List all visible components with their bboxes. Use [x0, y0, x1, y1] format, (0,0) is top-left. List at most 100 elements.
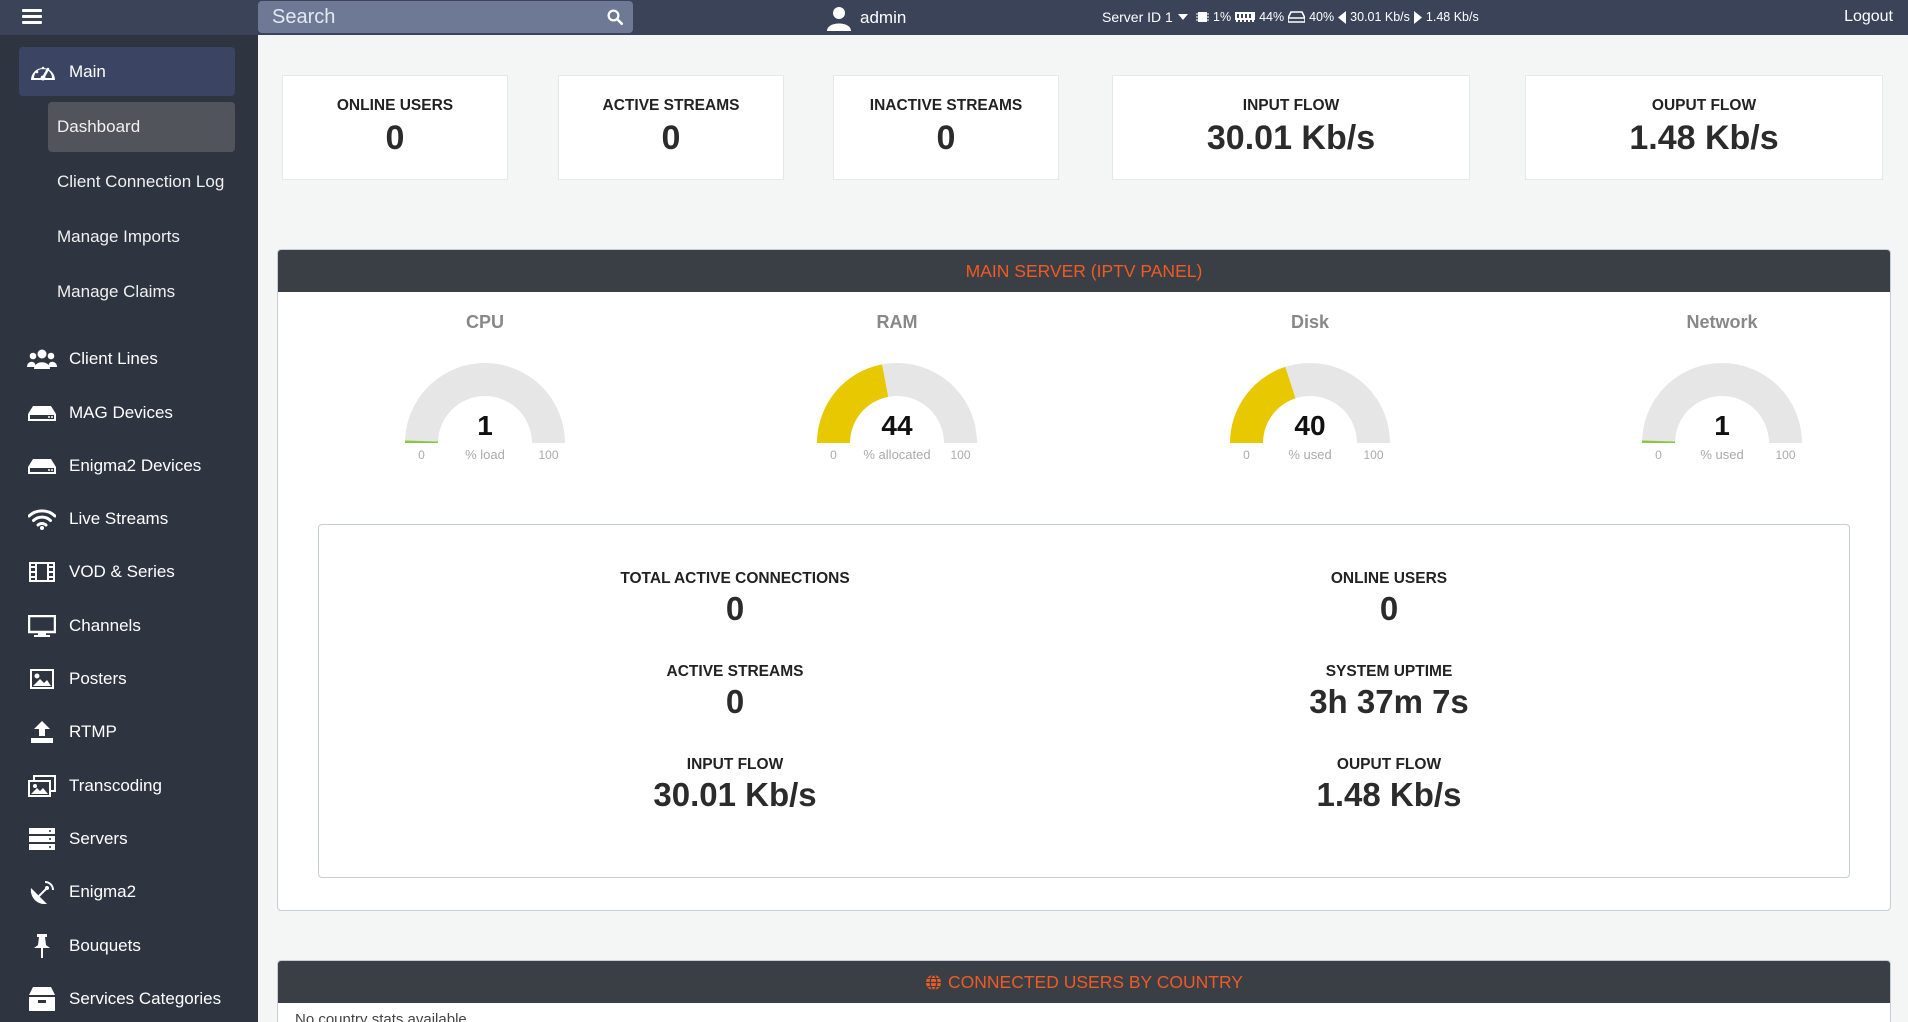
sidebar-item-bouquets[interactable]: Bouquets: [27, 926, 247, 966]
gauge-track: [405, 363, 565, 443]
film-icon: [27, 560, 57, 584]
metric-value: 30.01 Kb/s: [653, 776, 817, 813]
stat-card-online-users: ONLINE USERS 0: [282, 75, 508, 180]
sidebar-item-transcoding[interactable]: Transcoding: [27, 766, 247, 806]
stat-value: 30.01 Kb/s: [1206, 119, 1376, 157]
main-server-panel: MAIN SERVER (IPTV PANEL) CPU 1% load 0 100…: [277, 249, 1891, 911]
sidebar-subitem-manage-claims[interactable]: Manage Claims: [57, 282, 176, 301]
stat-card-inactive-streams: INACTIVE STREAMS 0: [833, 75, 1059, 180]
server-id-dropdown[interactable]: Server ID 1: [1102, 9, 1188, 25]
gauge-min: 0: [830, 448, 837, 462]
gauge-min: 0: [1243, 448, 1250, 462]
stat-card-active-streams: ACTIVE STREAMS 0: [558, 75, 784, 180]
metric-label: OUPUT FLOW: [1336, 756, 1442, 773]
logout-link[interactable]: Logout: [1844, 8, 1893, 25]
upload-icon: [27, 720, 57, 744]
stat-label: ACTIVE STREAMS: [602, 97, 740, 114]
user-name: admin: [860, 8, 907, 27]
gauge-chart: 44 % allocated 0 100: [817, 363, 977, 462]
gauge-unit: % load: [465, 447, 505, 462]
panel-title: MAIN SERVER (IPTV PANEL): [278, 250, 1890, 292]
satellite-icon: [27, 880, 57, 904]
sidebar-item-label: Servers: [69, 829, 128, 848]
metric-label: TOTAL ACTIVE CONNECTIONS: [620, 570, 850, 587]
sidebar: Main Dashboard Client Connection Log Man…: [0, 35, 258, 1022]
gauge-fill: [817, 364, 889, 443]
stat-value: 0: [385, 119, 405, 157]
search-input[interactable]: [258, 1, 588, 33]
sidebar-item-label: Transcoding: [69, 776, 162, 795]
gauge-min: 0: [1655, 448, 1662, 462]
box-icon: [27, 987, 57, 1011]
metric-value: 1.48 Kb/s: [1316, 776, 1462, 813]
device-icon: [27, 454, 57, 478]
stat-label: OUPUT FLOW: [1651, 97, 1757, 114]
server-metrics-box: TOTAL ACTIVE CONNECTIONS 0 ONLINE USERS …: [318, 524, 1850, 878]
user-icon: [827, 7, 851, 31]
cpu-icon: [1196, 10, 1209, 24]
sidebar-item-enigma2-devices[interactable]: Enigma2 Devices: [27, 446, 247, 486]
sidebar-subitem-dashboard[interactable]: Dashboard: [48, 102, 235, 152]
image-icon: [27, 667, 57, 691]
sidebar-item-label: MAG Devices: [69, 403, 173, 422]
sidebar-item-servers[interactable]: Servers: [27, 819, 247, 859]
stat-label: INPUT FLOW: [1242, 97, 1340, 114]
gauge-unit: % used: [1700, 447, 1743, 462]
metric-input-flow: INPUT FLOW 30.01 Kb/s: [535, 756, 935, 814]
stat-card-output-flow: OUPUT FLOW 1.48 Kb/s: [1525, 75, 1883, 180]
gauge-chart: 40 % used 0 100: [1230, 363, 1390, 462]
gauge-unit: % used: [1288, 447, 1331, 462]
user-menu[interactable]: admin: [826, 5, 906, 31]
sidebar-item-posters[interactable]: Posters: [27, 659, 247, 699]
cpu-stat: 1%: [1213, 10, 1232, 24]
server-id-label: Server ID 1: [1102, 9, 1173, 25]
stat-label: ONLINE USERS: [336, 97, 454, 114]
stat-card-input-flow: INPUT FLOW 30.01 Kb/s: [1112, 75, 1470, 180]
sidebar-item-label: RTMP: [69, 722, 117, 741]
sidebar-item-label: Live Streams: [69, 509, 169, 528]
gauge-network: Network 1 % used 0 100: [1592, 312, 1852, 483]
gauge-cpu: CPU 1 % load 0 100: [355, 312, 615, 483]
metric-value: 3h 37m 7s: [1309, 683, 1469, 720]
sidebar-item-enigma2[interactable]: Enigma2: [27, 872, 247, 912]
sidebar-item-mag-devices[interactable]: MAG Devices: [27, 393, 247, 433]
gauge-fill: [1642, 440, 1676, 443]
sidebar-item-label: Main: [69, 61, 106, 81]
metric-value: 0: [725, 683, 745, 720]
wifi-icon: [27, 507, 57, 531]
caret-right-icon: [1413, 10, 1422, 24]
search-icon[interactable]: [606, 8, 624, 26]
empty-state-text: No country stats available: [295, 1011, 467, 1022]
users-icon: [27, 347, 57, 371]
sidebar-item-label: Enigma2: [69, 882, 137, 901]
metric-active-streams: ACTIVE STREAMS 0: [535, 663, 935, 721]
sidebar-item-label: Bouquets: [69, 936, 141, 955]
metric-label: INPUT FLOW: [686, 756, 784, 773]
pin-icon: [27, 934, 57, 958]
device-icon: [27, 401, 57, 425]
metric-label: SYSTEM UPTIME: [1325, 663, 1453, 680]
gauge-min: 0: [418, 448, 425, 462]
sidebar-item-channels[interactable]: Channels: [27, 606, 247, 646]
top-bar: admin Server ID 1 1% 44% 40% 30.01 Kb/s …: [0, 0, 1908, 35]
sidebar-item-services-categories[interactable]: Services Categories: [27, 979, 247, 1019]
sidebar-item-label: Client Lines: [69, 349, 158, 368]
input-rate: 30.01 Kb/s: [1350, 10, 1410, 24]
sidebar-item-label: Enigma2 Devices: [69, 456, 202, 475]
metric-system-uptime: SYSTEM UPTIME 3h 37m 7s: [1189, 663, 1589, 721]
sidebar-subitem-client-connection-log[interactable]: Client Connection Log: [57, 172, 225, 191]
metric-output-flow: OUPUT FLOW 1.48 Kb/s: [1189, 756, 1589, 814]
sidebar-item-client-lines[interactable]: Client Lines: [27, 339, 247, 379]
sidebar-item-vod-series[interactable]: VOD & Series: [27, 552, 247, 592]
sidebar-subitem-manage-imports[interactable]: Manage Imports: [57, 227, 180, 246]
metric-label: ONLINE USERS: [1330, 570, 1448, 587]
sidebar-item-main[interactable]: Main: [19, 47, 235, 96]
gauge-disk: Disk 40 % used 0 100: [1180, 312, 1440, 483]
sidebar-item-live-streams[interactable]: Live Streams: [27, 499, 247, 539]
menu-toggle-icon[interactable]: [22, 9, 42, 25]
gauge-ram: RAM 44 % allocated 0 100: [767, 312, 1027, 483]
sidebar-item-rtmp[interactable]: RTMP: [27, 712, 247, 752]
metric-value: 0: [1379, 590, 1399, 627]
sidebar-item-label: Channels: [69, 616, 141, 635]
metric-total-active-connections: TOTAL ACTIVE CONNECTIONS 0: [535, 570, 935, 628]
